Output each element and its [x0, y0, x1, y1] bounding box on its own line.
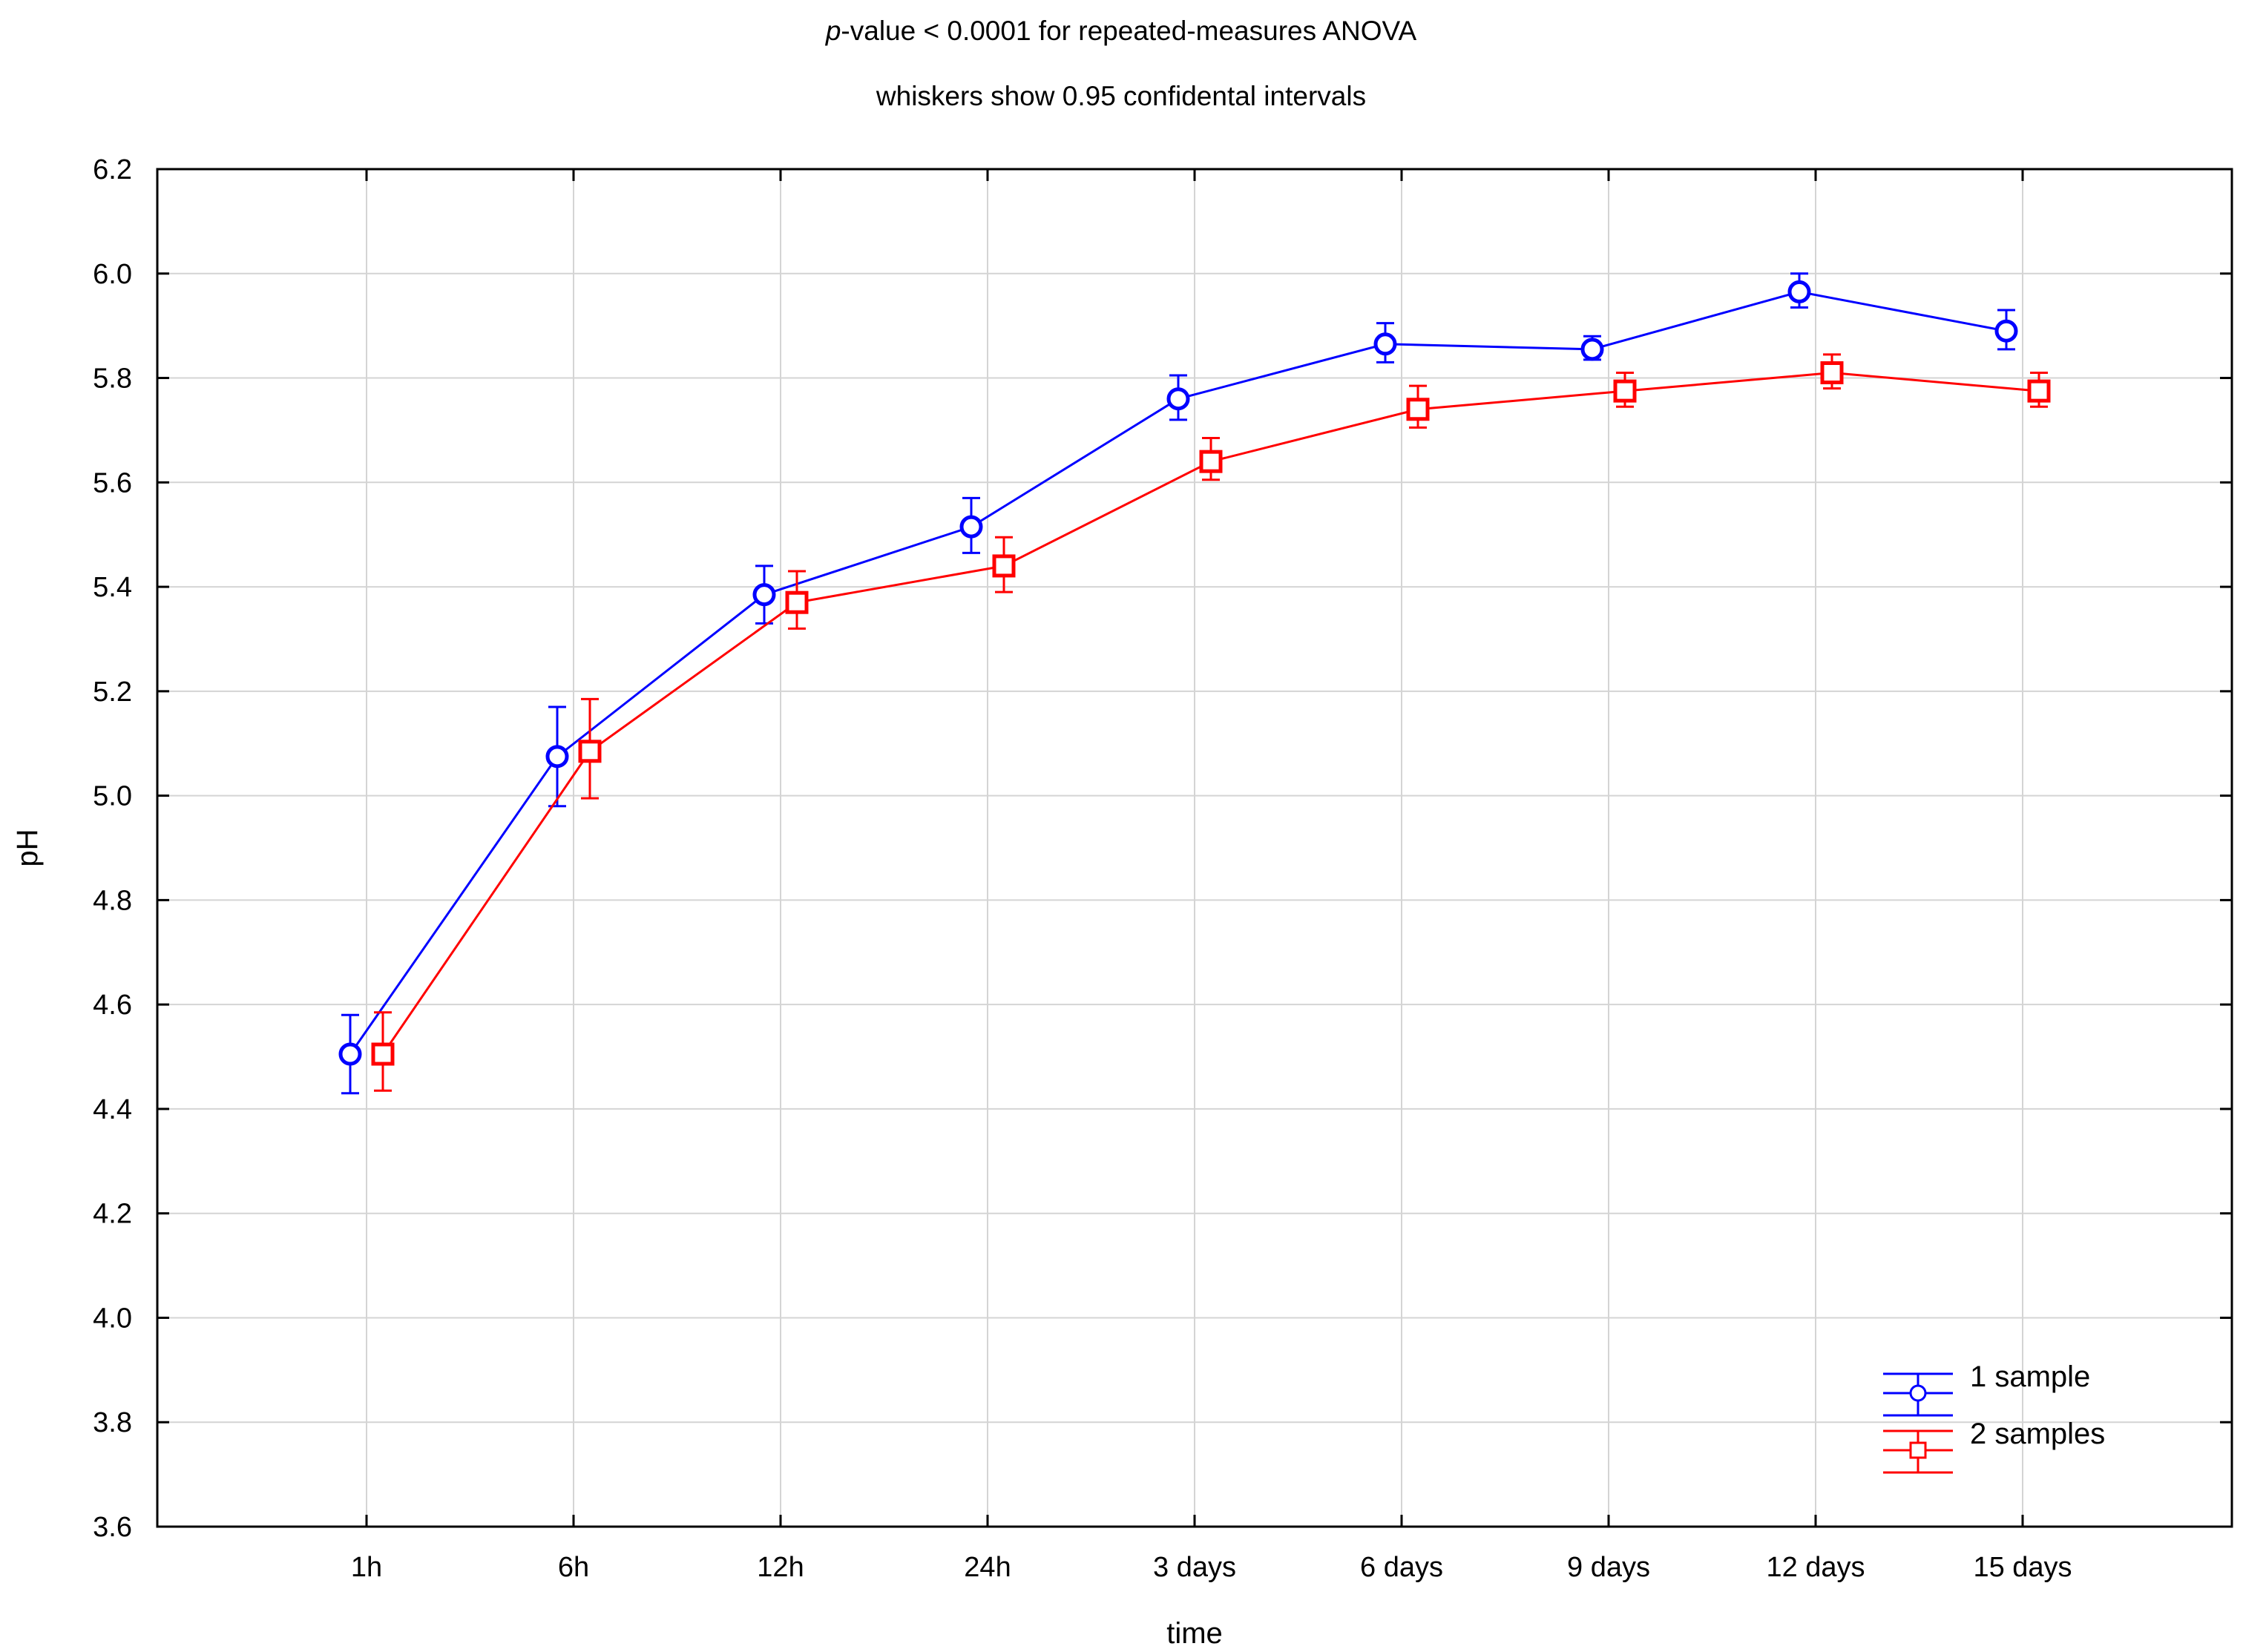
data-point — [545, 745, 569, 769]
data-point — [1166, 387, 1190, 411]
data-point — [578, 740, 602, 763]
y-tick-label: 4.2 — [93, 1199, 132, 1230]
data-point — [1787, 280, 1811, 303]
x-tick-label: 24h — [964, 1552, 1011, 1583]
data-point — [1406, 398, 1430, 421]
data-point — [1199, 450, 1223, 473]
y-tick-label: 4.6 — [93, 990, 132, 1021]
legend-marker — [1909, 1441, 1927, 1459]
series-2 — [371, 353, 2051, 1092]
y-tick-label: 4.8 — [93, 885, 132, 916]
data-point — [1580, 338, 1604, 361]
y-tick-label: 5.2 — [93, 677, 132, 708]
series-1 — [338, 272, 2018, 1095]
data-point — [1613, 379, 1637, 403]
axes: 3.6 3.8 4.0 4.2 4.4 4.6 4.8 5.0 5.2 5.4 5.6 5.8 6.0 6… — [93, 154, 2232, 1583]
y-tick-label: 5.8 — [93, 363, 132, 395]
data-point — [1820, 361, 1844, 384]
x-tick-label: 1h — [351, 1552, 382, 1583]
data-point — [959, 515, 983, 539]
data-point — [1373, 332, 1397, 356]
chart-title-rest: -value < 0.0001 for repeated-measures AN… — [841, 16, 1416, 46]
data-point — [338, 1042, 362, 1066]
x-tick-label: 6h — [558, 1552, 589, 1583]
y-tick-label: 3.6 — [93, 1512, 132, 1543]
y-tick-label: 4.0 — [93, 1303, 132, 1334]
chart-title: p-value < 0.0001 for repeated-measures A… — [825, 16, 1417, 46]
x-tick-label: 9 days — [1567, 1552, 1650, 1583]
x-tick-label: 15 days — [1973, 1552, 2072, 1583]
x-tick-label: 6 days — [1360, 1552, 1443, 1583]
x-tick-label: 3 days — [1153, 1552, 1236, 1583]
y-tick-label: 6.0 — [93, 259, 132, 290]
x-tick-label: 12 days — [1766, 1552, 1865, 1583]
x-axis-label: time — [1166, 1617, 1223, 1650]
data-point — [371, 1042, 395, 1066]
data-point — [752, 583, 776, 607]
y-tick-label: 5.0 — [93, 781, 132, 812]
legend: 1 sample 2 samples — [1883, 1360, 2105, 1474]
data-point — [2027, 379, 2051, 403]
y-tick-label: 5.4 — [93, 572, 132, 603]
legend-marker — [1909, 1384, 1927, 1402]
chart-title-italic: p — [825, 16, 841, 46]
legend-item-2: 2 samples — [1883, 1418, 2105, 1474]
x-tick-label: 12h — [757, 1552, 804, 1583]
data-point — [992, 554, 1016, 578]
series — [338, 272, 2051, 1095]
legend-item-1: 1 sample — [1883, 1360, 2090, 1417]
y-tick-label: 4.4 — [93, 1094, 132, 1125]
data-point — [1994, 319, 2018, 343]
grid — [157, 169, 2232, 1527]
y-tick-label: 6.2 — [93, 154, 132, 185]
legend-label: 1 sample — [1970, 1360, 2090, 1393]
y-tick-label: 5.6 — [93, 467, 132, 498]
data-point — [785, 590, 809, 614]
chart-subtitle: whiskers show 0.95 confidental intervals — [876, 81, 1366, 111]
y-axis-label: pH — [11, 829, 44, 866]
y-tick-label: 3.8 — [93, 1407, 132, 1438]
plot-frame — [156, 168, 2233, 1528]
legend-label: 2 samples — [1970, 1418, 2105, 1450]
